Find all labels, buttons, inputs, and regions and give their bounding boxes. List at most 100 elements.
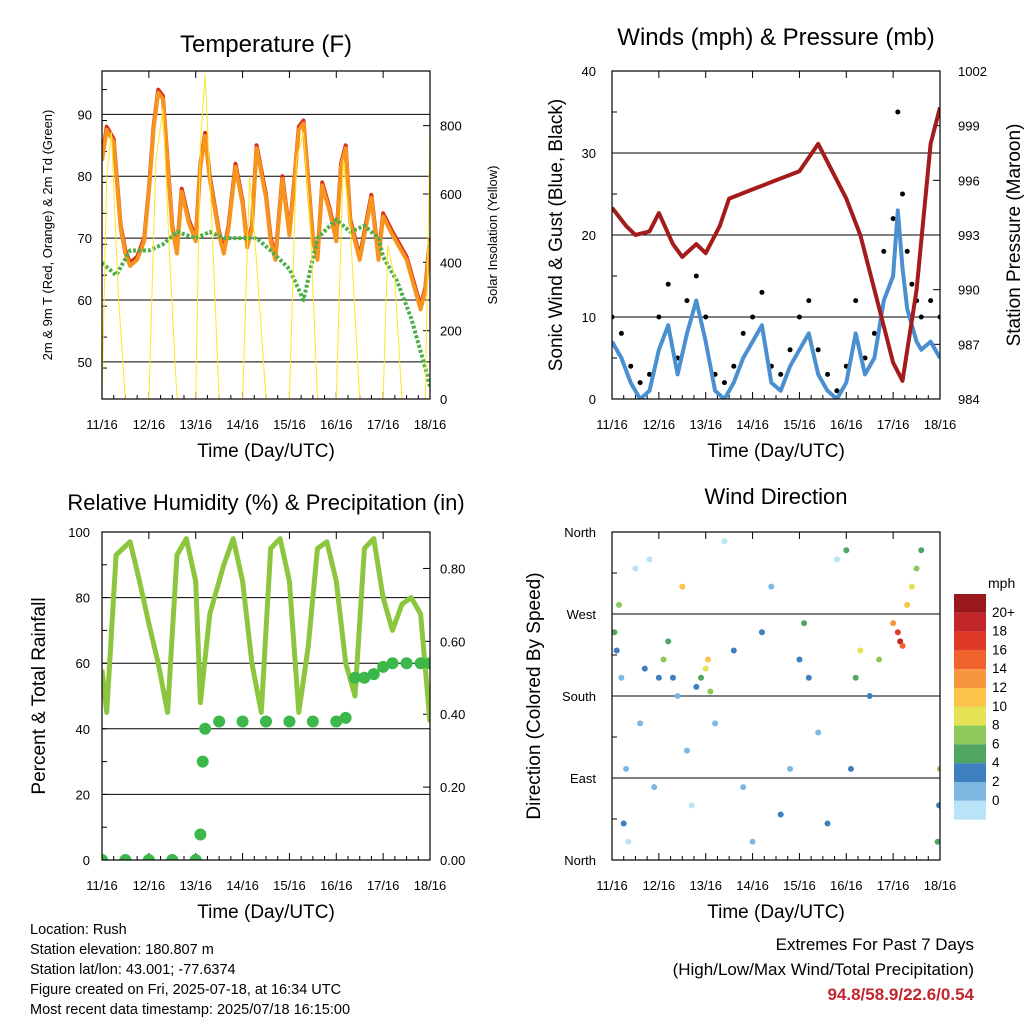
recent-text: Most recent data timestamp: 2025/07/18 1… — [30, 1002, 351, 1018]
x-tick-label: 17/16 — [877, 417, 910, 432]
direction-point — [913, 565, 920, 572]
direction-point — [890, 620, 897, 627]
series-0-point — [834, 388, 840, 394]
x-tick-label: 18/16 — [924, 417, 957, 432]
y-tick-label: 10 — [582, 310, 596, 325]
direction-point — [730, 647, 737, 654]
panel-frame-0 — [101, 70, 431, 400]
legend-label: 8 — [992, 718, 1000, 733]
series-1-point — [213, 715, 226, 728]
series-0-point — [656, 314, 662, 320]
extremes-title: Extremes For Past 7 Days — [775, 935, 974, 954]
x-tick-label: 16/16 — [320, 878, 353, 893]
y2-axis-label: Solar Insolation (Yellow) — [485, 166, 500, 305]
direction-point — [937, 765, 940, 772]
legend-label: 4 — [992, 755, 1000, 770]
x-tick-label: 17/16 — [367, 878, 400, 893]
extremes-values: 94.8/58.9/22.6/0.54 — [827, 985, 974, 1004]
direction-point — [613, 647, 620, 654]
direction-point — [705, 656, 712, 663]
direction-point — [674, 693, 681, 699]
direction-point — [796, 656, 803, 663]
y2-tick-label: 1002 — [958, 64, 987, 79]
direction-point — [632, 565, 639, 572]
direction-point — [866, 693, 873, 699]
series-0-point — [904, 248, 910, 254]
direction-point — [847, 765, 854, 772]
y-tick-label: North — [564, 525, 596, 540]
series-0-point — [787, 347, 793, 353]
y2-tick-label: 990 — [958, 283, 980, 298]
legend-label: 14 — [992, 661, 1008, 676]
y-tick-label: 20 — [582, 228, 596, 243]
y-tick-label: 80 — [78, 169, 92, 184]
series-0-point — [665, 281, 671, 287]
direction-point — [669, 674, 676, 681]
series-3-line — [102, 73, 430, 399]
legend-swatch — [954, 782, 986, 801]
direction-point — [805, 674, 812, 681]
extremes-subtitle: (High/Low/Max Wind/Total Precipitation) — [672, 960, 974, 979]
legend-label: 18 — [992, 624, 1007, 639]
y2-tick-label: 999 — [958, 119, 980, 134]
direction-point — [777, 811, 784, 818]
series-1-point — [386, 657, 399, 670]
x-tick-label: 11/16 — [596, 878, 628, 893]
series-0-point — [628, 363, 634, 369]
y2-tick-label: 400 — [440, 255, 462, 270]
y-tick-label: 20 — [76, 787, 90, 802]
direction-point — [936, 802, 940, 809]
y2-tick-label: 200 — [440, 324, 462, 339]
y-tick-label: North — [564, 853, 596, 868]
direction-point — [852, 674, 859, 681]
x-tick-label: 13/16 — [689, 878, 722, 893]
legend-swatch — [954, 594, 986, 613]
x-tick-label: 16/16 — [320, 417, 353, 432]
x-tick-label: 14/16 — [226, 878, 259, 893]
y2-tick-label: 984 — [958, 392, 980, 407]
series-1-point — [196, 755, 209, 768]
panel-title-2: Relative Humidity (%) & Precipitation (i… — [67, 490, 464, 515]
series-1-point — [283, 715, 296, 728]
direction-point — [899, 642, 906, 649]
series-0-point — [871, 330, 877, 336]
legend-swatch — [954, 800, 986, 820]
series-1-line — [102, 90, 430, 312]
direction-point — [641, 665, 648, 672]
direction-point — [683, 747, 690, 754]
y2-tick-label: 0.40 — [440, 707, 465, 722]
series-1-point — [377, 660, 390, 673]
direction-point — [679, 583, 686, 590]
legend-swatch — [954, 744, 986, 764]
series-0-point — [759, 289, 765, 295]
y2-tick-label: 996 — [958, 173, 980, 188]
legend-label: 2 — [992, 774, 1000, 789]
direction-point — [637, 720, 644, 727]
series-0-point — [684, 298, 690, 304]
plot-area-3 — [612, 538, 940, 845]
x-axis-label: Time (Day/UTC) — [197, 902, 335, 923]
direction-point — [623, 765, 630, 772]
direction-point — [655, 674, 662, 681]
x-tick-label: 13/16 — [179, 417, 212, 432]
series-0-point — [637, 380, 643, 386]
series-1-point — [339, 711, 352, 724]
series-0-point — [693, 273, 699, 279]
legend-label: 16 — [992, 642, 1007, 657]
direction-point — [707, 688, 714, 695]
x-tick-label: 17/16 — [367, 417, 400, 432]
direction-point — [612, 629, 618, 636]
x-tick-label: 12/16 — [133, 878, 166, 893]
x-tick-label: 15/16 — [783, 417, 816, 432]
x-tick-label: 16/16 — [830, 417, 863, 432]
legend-label: 20+ — [992, 605, 1015, 620]
direction-point — [616, 601, 623, 608]
legend-label: 10 — [992, 699, 1007, 714]
x-tick-label: 18/16 — [414, 878, 447, 893]
series-0-point — [900, 191, 906, 197]
direction-point — [815, 729, 822, 736]
y-tick-label: East — [570, 771, 596, 786]
direction-point — [740, 784, 747, 791]
y2-tick-label: 993 — [958, 228, 980, 243]
